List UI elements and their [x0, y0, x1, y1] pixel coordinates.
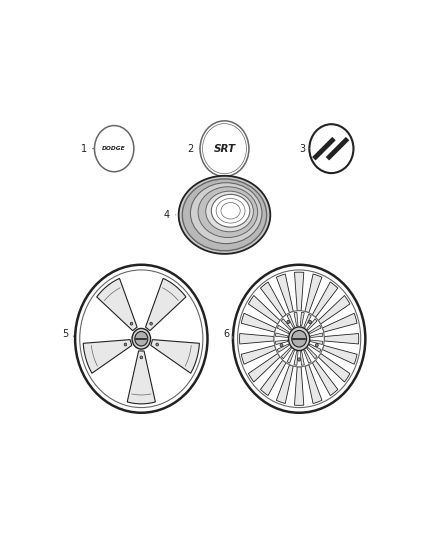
- Text: 5: 5: [63, 329, 69, 338]
- Ellipse shape: [315, 343, 318, 347]
- Polygon shape: [241, 313, 276, 332]
- Polygon shape: [261, 360, 286, 395]
- Ellipse shape: [292, 330, 307, 347]
- Text: 4: 4: [164, 210, 170, 220]
- Polygon shape: [294, 272, 304, 311]
- Ellipse shape: [237, 270, 361, 408]
- Polygon shape: [145, 278, 186, 330]
- Ellipse shape: [80, 270, 203, 408]
- Ellipse shape: [132, 328, 151, 349]
- Ellipse shape: [221, 203, 240, 219]
- Polygon shape: [287, 314, 294, 328]
- Polygon shape: [318, 353, 350, 382]
- Polygon shape: [294, 351, 298, 365]
- Polygon shape: [305, 274, 322, 313]
- Ellipse shape: [309, 124, 353, 173]
- Ellipse shape: [198, 187, 258, 238]
- Ellipse shape: [298, 358, 300, 361]
- Polygon shape: [248, 295, 280, 324]
- Ellipse shape: [150, 322, 152, 325]
- Polygon shape: [304, 350, 311, 363]
- Polygon shape: [322, 313, 357, 332]
- Polygon shape: [281, 319, 291, 330]
- Polygon shape: [248, 353, 280, 382]
- Polygon shape: [300, 351, 304, 365]
- Polygon shape: [300, 312, 304, 326]
- Polygon shape: [83, 340, 132, 373]
- Polygon shape: [311, 333, 323, 337]
- Ellipse shape: [233, 265, 365, 413]
- Polygon shape: [151, 340, 199, 373]
- Ellipse shape: [191, 183, 262, 244]
- Polygon shape: [304, 314, 311, 328]
- Polygon shape: [276, 274, 293, 313]
- Polygon shape: [277, 344, 289, 352]
- Ellipse shape: [280, 343, 283, 347]
- Polygon shape: [276, 333, 288, 337]
- Polygon shape: [277, 325, 289, 334]
- Polygon shape: [324, 334, 359, 344]
- Ellipse shape: [140, 356, 143, 359]
- Polygon shape: [276, 365, 293, 403]
- Ellipse shape: [202, 124, 247, 174]
- Polygon shape: [294, 312, 298, 326]
- Polygon shape: [307, 319, 317, 330]
- Polygon shape: [261, 282, 286, 317]
- Text: 1: 1: [81, 144, 87, 154]
- Ellipse shape: [206, 191, 254, 232]
- Polygon shape: [287, 350, 294, 363]
- Text: SRT: SRT: [213, 144, 236, 154]
- Ellipse shape: [200, 121, 249, 176]
- Ellipse shape: [95, 126, 134, 172]
- Text: 3: 3: [300, 144, 306, 154]
- Ellipse shape: [179, 176, 270, 254]
- Polygon shape: [307, 348, 317, 359]
- Polygon shape: [97, 278, 137, 330]
- Ellipse shape: [124, 343, 127, 346]
- Polygon shape: [312, 282, 338, 317]
- Polygon shape: [281, 348, 291, 359]
- Polygon shape: [305, 365, 322, 403]
- Polygon shape: [294, 367, 304, 405]
- Ellipse shape: [289, 327, 310, 351]
- Text: 2: 2: [187, 144, 194, 154]
- Polygon shape: [309, 344, 321, 352]
- Polygon shape: [127, 351, 155, 404]
- Polygon shape: [312, 360, 338, 395]
- Ellipse shape: [274, 311, 324, 367]
- Polygon shape: [322, 345, 357, 364]
- Polygon shape: [240, 334, 274, 344]
- Ellipse shape: [130, 322, 133, 325]
- Text: 6: 6: [223, 329, 229, 338]
- Ellipse shape: [182, 179, 267, 251]
- Ellipse shape: [308, 320, 311, 324]
- Ellipse shape: [212, 195, 250, 227]
- Ellipse shape: [135, 332, 148, 346]
- Text: DODGE: DODGE: [102, 146, 126, 151]
- Ellipse shape: [156, 343, 159, 346]
- Polygon shape: [311, 340, 323, 344]
- Polygon shape: [318, 295, 350, 324]
- Ellipse shape: [75, 265, 208, 413]
- Polygon shape: [309, 325, 321, 334]
- Ellipse shape: [287, 320, 290, 324]
- Ellipse shape: [216, 198, 245, 223]
- Polygon shape: [276, 340, 288, 344]
- Polygon shape: [241, 345, 276, 364]
